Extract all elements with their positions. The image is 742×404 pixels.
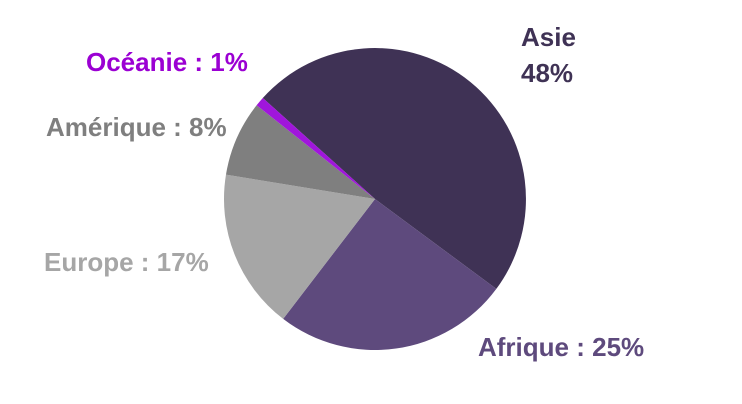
data-label-asie: Asie 48% [521, 22, 576, 88]
data-label-europe: Europe : 17% [44, 247, 209, 277]
pie-slice-asie [262, 48, 526, 289]
pie-slice-amerique [225, 105, 375, 199]
pie-slice-europe [223, 174, 375, 319]
data-label-amerique: Amérique : 8% [46, 112, 227, 142]
data-label-oceanie: Océanie : 1% [86, 47, 248, 77]
pie-slice-afrique [283, 199, 497, 350]
data-label-afrique: Afrique : 25% [478, 332, 645, 362]
pie-slice-oceanie [256, 97, 375, 199]
